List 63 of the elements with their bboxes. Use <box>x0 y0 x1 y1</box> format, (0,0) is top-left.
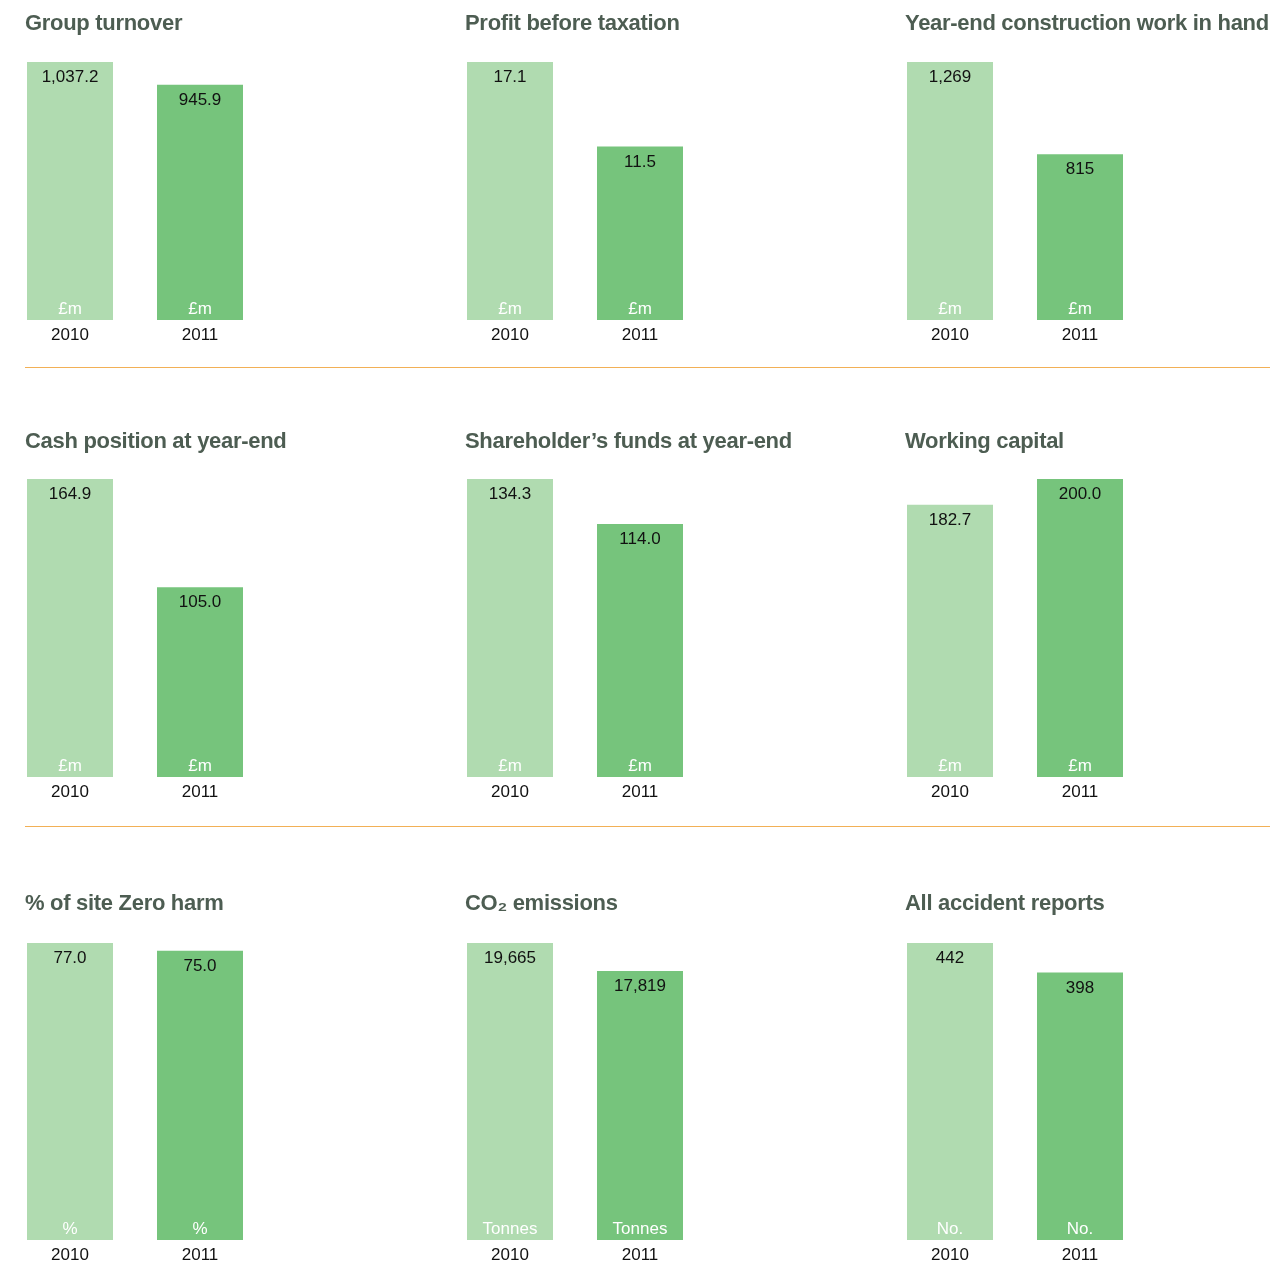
x-tick-label: 2011 <box>1061 782 1099 802</box>
data-label: 105.0 <box>178 592 222 612</box>
chart-title: % of site Zero harm <box>25 890 225 916</box>
x-tick-label: 2010 <box>491 1245 529 1265</box>
chart-title: CO₂ emissions <box>465 890 619 916</box>
annotation: No. <box>1066 1219 1094 1238</box>
x-tick-label: 2011 <box>621 325 659 345</box>
annotation: £m <box>58 756 82 775</box>
x-tick-label: 2011 <box>621 782 659 802</box>
data-label: 200.0 <box>1058 484 1102 504</box>
chart-title: Cash position at year-end <box>25 428 288 454</box>
data-label: 75.0 <box>183 955 217 975</box>
data-label: 17,819 <box>614 975 666 995</box>
annotation: £m <box>498 299 522 318</box>
annotation: £m <box>498 756 522 775</box>
chart-title: Profit before taxation <box>465 10 681 36</box>
annotation: £m <box>628 299 652 318</box>
annotation: £m <box>188 756 212 775</box>
annotation: £m <box>938 299 962 318</box>
x-tick-label: 2011 <box>1061 325 1099 345</box>
x-tick-label: 2010 <box>51 782 89 802</box>
x-tick-label: 2010 <box>51 1245 89 1265</box>
x-tick-label: 2010 <box>491 325 529 345</box>
data-label: 442 <box>935 948 965 968</box>
data-label: 77.0 <box>53 948 87 968</box>
data-label: 164.9 <box>48 484 92 504</box>
x-tick-label: 2010 <box>491 782 529 802</box>
annotation: Tonnes <box>612 1219 668 1238</box>
chart-title: All accident reports <box>905 890 1106 916</box>
x-tick-label: 2011 <box>181 1245 219 1265</box>
data-label: 1,037.2 <box>41 67 99 87</box>
chart-title: Year-end construction work in hand <box>905 10 1270 36</box>
data-label: 134.3 <box>488 484 532 504</box>
annotation: £m <box>188 299 212 318</box>
annotation: £m <box>58 299 82 318</box>
annotation: £m <box>1068 299 1092 318</box>
x-tick-label: 2011 <box>621 1245 659 1265</box>
data-label: 945.9 <box>178 89 222 109</box>
chart-title: Shareholder’s funds at year-end <box>465 428 793 454</box>
annotation: % <box>62 1219 78 1238</box>
x-tick-label: 2011 <box>181 325 219 345</box>
data-label: 114.0 <box>619 529 661 549</box>
data-label: 398 <box>1065 977 1095 997</box>
annotation: Tonnes <box>482 1219 538 1238</box>
x-tick-label: 2010 <box>931 325 969 345</box>
annotation: % <box>192 1219 208 1238</box>
annotation: £m <box>1068 756 1092 775</box>
chart-title: Group turnover <box>25 10 184 36</box>
annotation: No. <box>936 1219 964 1238</box>
x-tick-label: 2010 <box>931 1245 969 1265</box>
x-tick-label: 2011 <box>1061 1245 1099 1265</box>
x-tick-label: 2010 <box>931 782 969 802</box>
data-label: 1,269 <box>928 67 972 87</box>
chart-title: Working capital <box>905 428 1065 454</box>
annotation: £m <box>938 756 962 775</box>
data-label: 17.1 <box>493 67 527 87</box>
data-label: 19,665 <box>484 948 536 968</box>
data-label: 815 <box>1065 159 1095 179</box>
data-label: 182.7 <box>928 509 972 529</box>
x-tick-label: 2011 <box>181 782 219 802</box>
annotation: £m <box>628 756 652 775</box>
data-label: 11.5 <box>624 151 656 171</box>
x-tick-label: 2010 <box>51 325 89 345</box>
